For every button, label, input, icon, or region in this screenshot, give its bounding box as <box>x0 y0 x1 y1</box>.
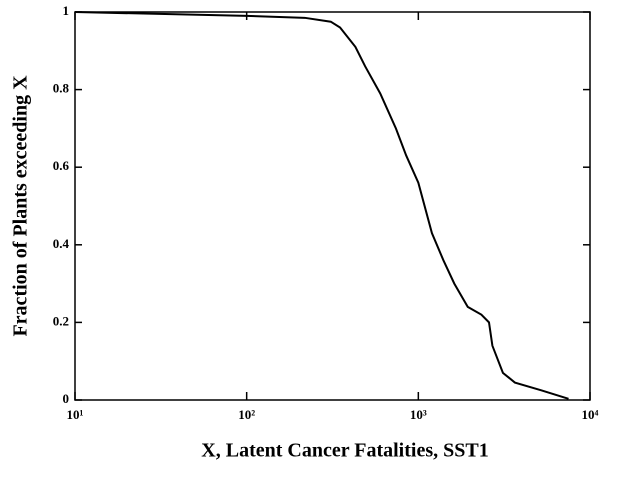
y-tick-label: 0 <box>63 391 70 406</box>
x-tick-label: 10³ <box>410 407 427 422</box>
x-tick-label: 10¹ <box>67 407 84 422</box>
x-tick-label: 10⁴ <box>582 407 599 422</box>
y-axis-label: Fraction of Plants exceeding X <box>10 75 32 337</box>
plot-frame <box>74 11 591 401</box>
y-tick-label: 0.2 <box>53 313 69 328</box>
y-tick-label: 1 <box>63 3 70 18</box>
x-tick-label: 10² <box>238 407 255 422</box>
y-tick-label: 0.4 <box>53 236 70 251</box>
x-axis-label: X, Latent Cancer Fatalities, SST1 <box>201 440 488 462</box>
y-tick-label: 0.8 <box>53 81 70 96</box>
y-tick-label: 0.6 <box>53 158 70 173</box>
curve <box>74 11 569 400</box>
